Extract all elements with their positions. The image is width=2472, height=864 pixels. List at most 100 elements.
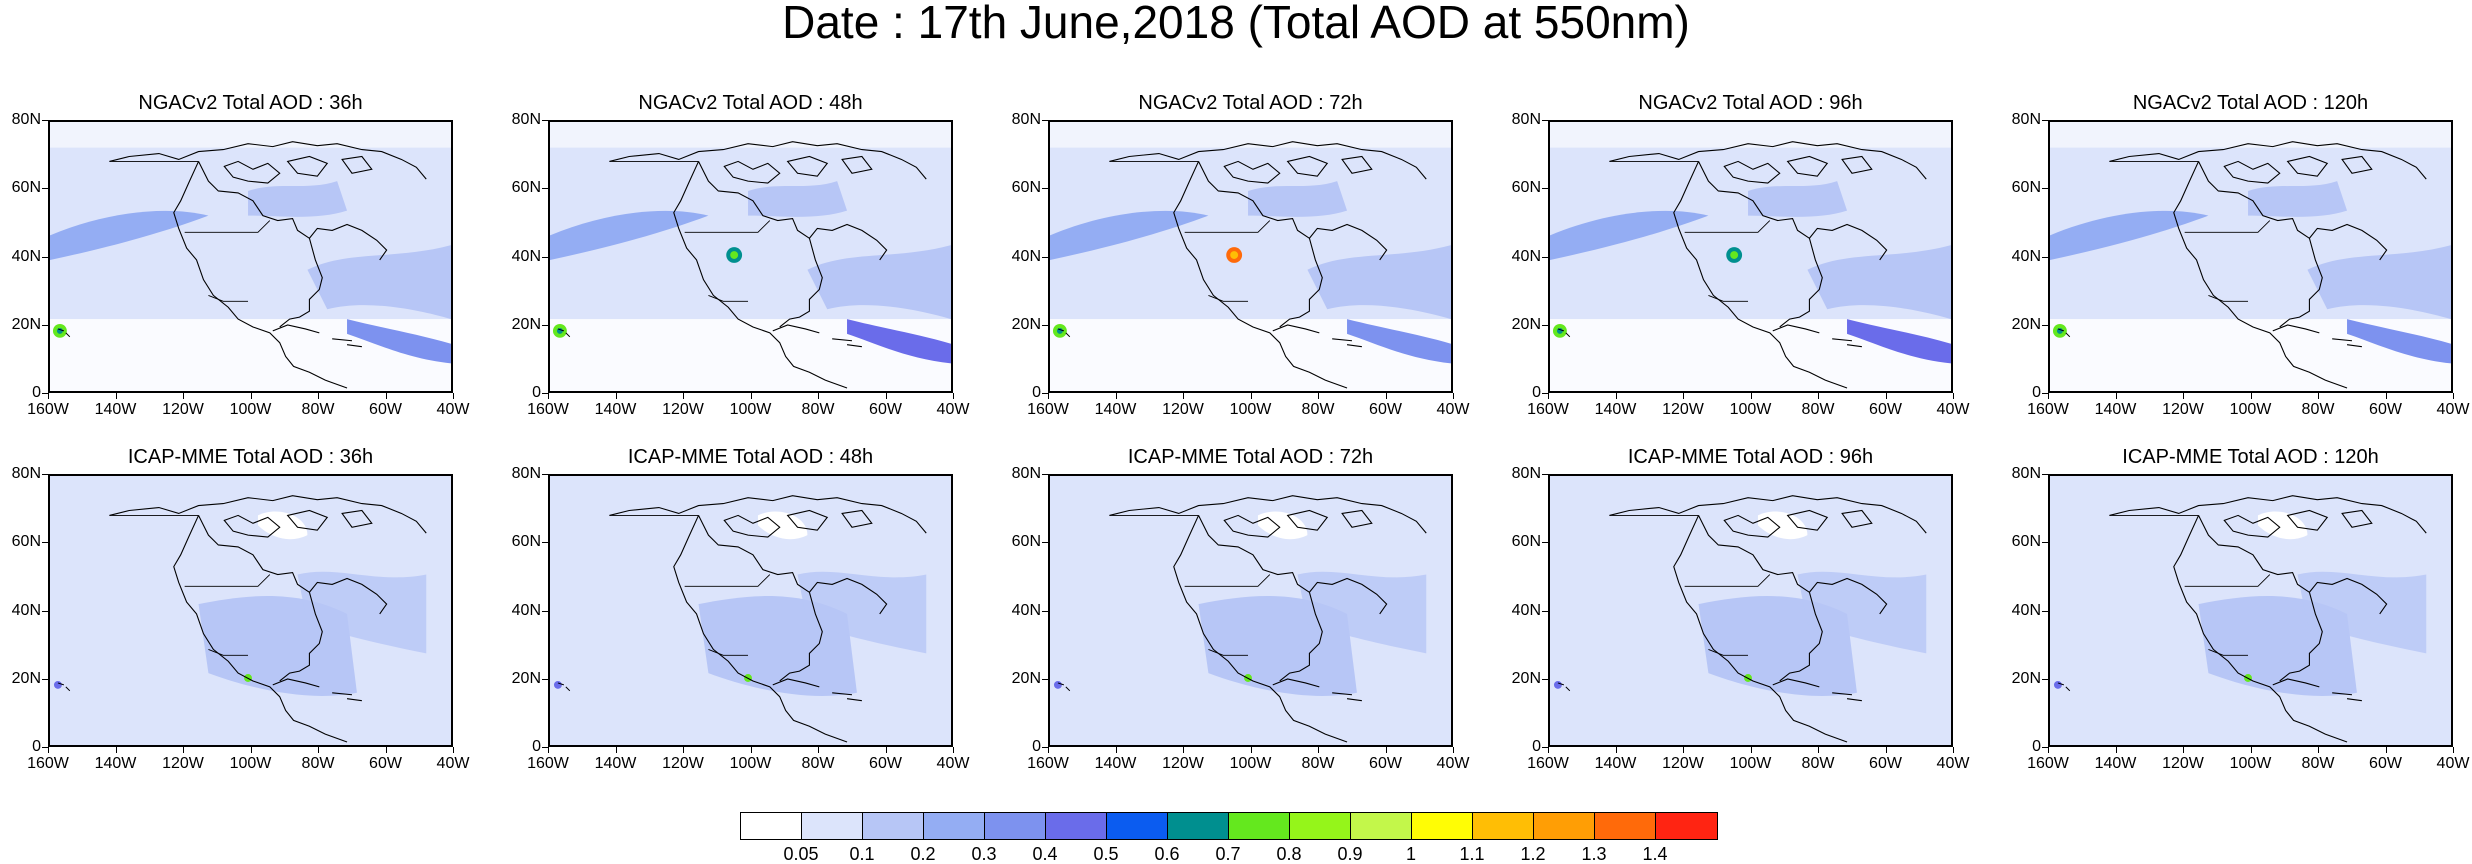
- latitude-tick-label: 20N: [1495, 316, 1541, 334]
- colorbar-tick-label: 0.3: [954, 844, 1014, 864]
- longitude-tick-mark: [2048, 747, 2049, 753]
- longitude-tick-label: 160W: [2018, 401, 2078, 419]
- southern-field: [50, 708, 451, 745]
- longitude-tick-mark: [683, 393, 684, 399]
- colorbar-tick-label: 0.05: [771, 844, 831, 864]
- longitude-tick-label: 140W: [1086, 755, 1146, 773]
- panel-title: ICAP-MME Total AOD : 72h: [991, 446, 1511, 468]
- latitude-tick-label: 20N: [995, 670, 1041, 688]
- longitude-tick-label: 100W: [1721, 401, 1781, 419]
- colorbar-tick-label: 0.7: [1198, 844, 1258, 864]
- longitude-tick-mark: [2183, 393, 2184, 399]
- latitude-tick-label: 80N: [1995, 111, 2041, 129]
- longitude-tick-label: 80W: [2288, 401, 2348, 419]
- longitude-tick-label: 80W: [1288, 401, 1348, 419]
- longitude-tick-mark: [818, 747, 819, 753]
- latitude-tick-label: 60N: [995, 179, 1041, 197]
- colorbar-tick-label: 1: [1381, 844, 1441, 864]
- longitude-tick-mark: [1548, 747, 1549, 753]
- latitude-tick-label: 40N: [495, 248, 541, 266]
- aod-map-panel: [48, 120, 453, 393]
- southern-field: [1550, 708, 1951, 745]
- longitude-tick-mark: [1386, 747, 1387, 753]
- longitude-tick-label: 40W: [423, 401, 483, 419]
- longitude-tick-label: 40W: [423, 755, 483, 773]
- longitude-tick-label: 120W: [2153, 401, 2213, 419]
- colorbar-swatch: [1656, 813, 1717, 839]
- longitude-tick-label: 40W: [1923, 755, 1983, 773]
- latitude-tick-label: 0: [995, 384, 1041, 402]
- panel-title: NGACv2 Total AOD : 36h: [0, 92, 511, 114]
- longitude-tick-label: 60W: [856, 401, 916, 419]
- longitude-tick-mark: [386, 393, 387, 399]
- panel-title: NGACv2 Total AOD : 96h: [1491, 92, 2011, 114]
- aod-map-panel: [548, 474, 953, 747]
- longitude-tick-label: 60W: [1856, 401, 1916, 419]
- wildfire-hotspot-core: [730, 251, 738, 259]
- colorbar-swatch: [1229, 813, 1290, 839]
- longitude-tick-label: 160W: [1518, 755, 1578, 773]
- latitude-tick-mark: [2042, 188, 2048, 189]
- hawaii-hotspot-core: [57, 328, 63, 334]
- latitude-tick-label: 0: [495, 384, 541, 402]
- latitude-tick-label: 80N: [0, 465, 41, 483]
- colorbar-swatch: [1412, 813, 1473, 839]
- latitude-tick-mark: [42, 325, 48, 326]
- longitude-tick-mark: [1953, 747, 1954, 753]
- longitude-tick-mark: [1453, 393, 1454, 399]
- aod-map-ngacv2-4: [2050, 122, 2451, 391]
- colorbar-tick-label: 0.8: [1259, 844, 1319, 864]
- latitude-tick-label: 60N: [0, 179, 41, 197]
- longitude-tick-mark: [1318, 747, 1319, 753]
- colorbar-tick-label: 1.3: [1564, 844, 1624, 864]
- colorbar-tick-label: 0.2: [893, 844, 953, 864]
- aod-map-ngacv2-1: [550, 122, 951, 391]
- longitude-tick-mark: [2453, 393, 2454, 399]
- longitude-tick-label: 160W: [18, 401, 78, 419]
- colorbar-tick-label: 0.4: [1015, 844, 1075, 864]
- longitude-tick-mark: [48, 747, 49, 753]
- longitude-tick-mark: [2386, 747, 2387, 753]
- longitude-tick-label: 140W: [586, 401, 646, 419]
- longitude-tick-mark: [1048, 393, 1049, 399]
- longitude-tick-label: 160W: [1518, 401, 1578, 419]
- colorbar-tick-label: 0.1: [832, 844, 892, 864]
- longitude-tick-label: 60W: [1856, 755, 1916, 773]
- latitude-tick-mark: [42, 257, 48, 258]
- latitude-tick-mark: [42, 542, 48, 543]
- aod-map-icap-mme-2: [1050, 476, 1451, 745]
- aod-colorbar: [740, 812, 1718, 840]
- latitude-tick-label: 80N: [995, 465, 1041, 483]
- longitude-tick-mark: [1251, 747, 1252, 753]
- longitude-tick-label: 60W: [356, 401, 416, 419]
- latitude-tick-label: 60N: [995, 533, 1041, 551]
- latitude-tick-label: 60N: [1495, 179, 1541, 197]
- longitude-tick-mark: [453, 393, 454, 399]
- latitude-tick-label: 20N: [495, 670, 541, 688]
- hawaii-hotspot-core: [2057, 328, 2063, 334]
- longitude-tick-label: 160W: [2018, 755, 2078, 773]
- latitude-tick-mark: [1042, 325, 1048, 326]
- latitude-tick-mark: [42, 679, 48, 680]
- latitude-tick-label: 40N: [0, 602, 41, 620]
- hawaii-hotspot: [54, 681, 62, 689]
- latitude-tick-mark: [2042, 611, 2048, 612]
- aod-map-ngacv2-2: [1050, 122, 1451, 391]
- latitude-tick-label: 80N: [1995, 465, 2041, 483]
- longitude-tick-mark: [2386, 393, 2387, 399]
- longitude-tick-label: 120W: [1653, 755, 1713, 773]
- latitude-tick-mark: [1042, 474, 1048, 475]
- longitude-tick-mark: [1183, 393, 1184, 399]
- panel-title: ICAP-MME Total AOD : 48h: [491, 446, 1011, 468]
- latitude-tick-mark: [542, 679, 548, 680]
- longitude-tick-mark: [183, 747, 184, 753]
- latitude-tick-label: 40N: [1995, 602, 2041, 620]
- panel-title: ICAP-MME Total AOD : 36h: [0, 446, 511, 468]
- longitude-tick-label: 40W: [923, 401, 983, 419]
- longitude-tick-label: 60W: [1356, 755, 1416, 773]
- longitude-tick-mark: [1616, 393, 1617, 399]
- longitude-tick-label: 140W: [86, 755, 146, 773]
- latitude-tick-label: 40N: [995, 248, 1041, 266]
- longitude-tick-mark: [1116, 747, 1117, 753]
- longitude-tick-mark: [1751, 393, 1752, 399]
